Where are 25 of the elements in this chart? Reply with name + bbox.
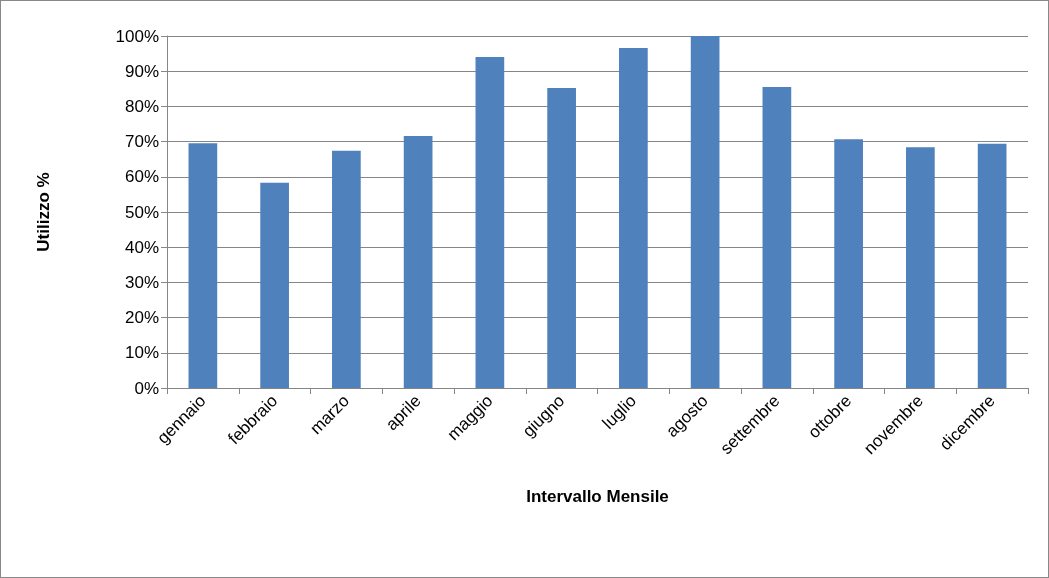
y-axis-title: Utilizzo % [34, 172, 53, 252]
bar [547, 88, 576, 388]
bar [260, 182, 289, 388]
bar [403, 135, 433, 388]
y-tick-label: 10% [124, 343, 159, 363]
y-tick-label: 50% [124, 202, 159, 222]
y-tick-label: 30% [124, 272, 159, 292]
bar [834, 139, 863, 388]
bar [188, 143, 218, 388]
bar [475, 57, 505, 388]
y-tick-label: 60% [124, 167, 159, 187]
bar [619, 47, 648, 388]
bar [977, 143, 1007, 388]
y-tick-label: 20% [124, 308, 159, 328]
bar [690, 36, 720, 388]
y-tick-label: 90% [124, 61, 159, 81]
bar [332, 150, 361, 388]
y-tick-label: 80% [124, 96, 159, 116]
y-tick-label: 40% [124, 237, 159, 257]
y-tick-label: 70% [124, 132, 159, 152]
bar [906, 147, 935, 388]
y-tick-label: 0% [134, 378, 159, 398]
x-axis-title: Intervallo Mensile [526, 487, 669, 506]
bar [762, 87, 792, 388]
y-tick-label: 100% [115, 26, 159, 46]
